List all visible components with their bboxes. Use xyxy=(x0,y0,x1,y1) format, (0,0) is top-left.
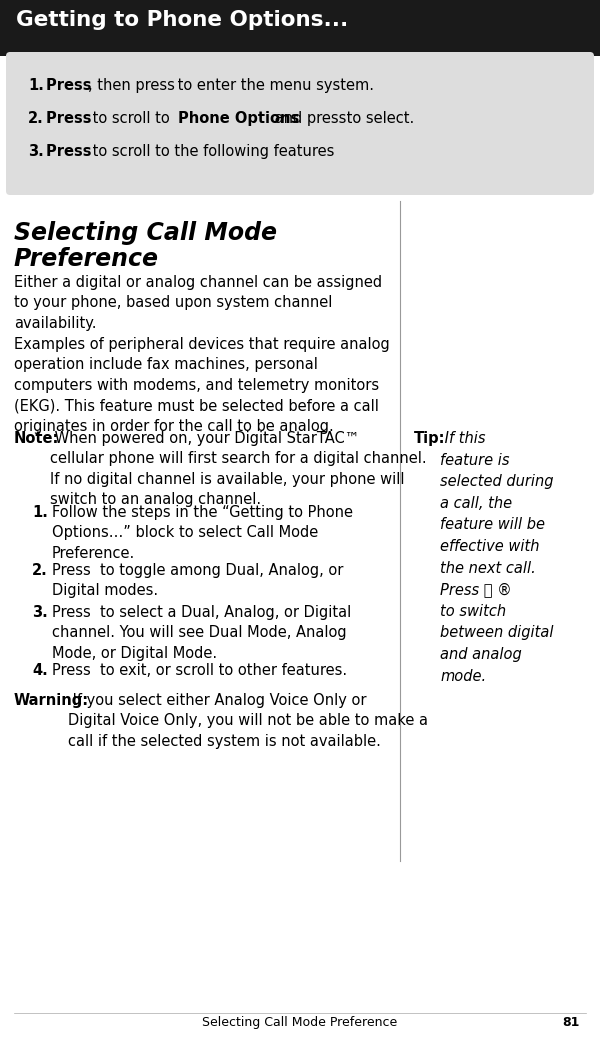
Text: Selecting Call Mode: Selecting Call Mode xyxy=(14,221,277,245)
Text: , then press: , then press xyxy=(88,78,179,92)
Text: 2.: 2. xyxy=(28,111,44,126)
Text: to select.: to select. xyxy=(342,111,414,126)
Text: Selecting Call Mode Preference: Selecting Call Mode Preference xyxy=(202,1016,398,1029)
Text: Examples of peripheral devices that require analog
operation include fax machine: Examples of peripheral devices that requ… xyxy=(14,337,390,434)
Text: Either a digital or analog channel can be assigned
to your phone, based upon sys: Either a digital or analog channel can b… xyxy=(14,275,382,331)
Text: to enter the menu system.: to enter the menu system. xyxy=(173,78,374,92)
Text: If you select either Analog Voice Only or
Digital Voice Only, you will not be ab: If you select either Analog Voice Only o… xyxy=(68,693,428,748)
Text: Press  to exit, or scroll to other features.: Press to exit, or scroll to other featur… xyxy=(52,663,347,678)
Text: 81: 81 xyxy=(563,1016,580,1029)
Text: Press  to toggle among Dual, Analog, or
Digital modes.: Press to toggle among Dual, Analog, or D… xyxy=(52,563,343,598)
Text: 2.: 2. xyxy=(32,563,48,578)
Text: Press: Press xyxy=(46,144,97,159)
Text: When powered on, your Digital StarTAC™
cellular phone will first search for a di: When powered on, your Digital StarTAC™ c… xyxy=(50,431,427,508)
Text: Follow the steps in the “Getting to Phone
Options…” block to select Call Mode
Pr: Follow the steps in the “Getting to Phon… xyxy=(52,504,353,561)
Text: 4.: 4. xyxy=(32,663,48,678)
Text: Press  to select a Dual, Analog, or Digital
channel. You will see Dual Mode, Ana: Press to select a Dual, Analog, or Digit… xyxy=(52,605,351,661)
Text: Preference: Preference xyxy=(14,247,159,271)
FancyBboxPatch shape xyxy=(6,51,594,195)
Text: If this
feature is
selected during
a call, the
feature will be
effective with
th: If this feature is selected during a cal… xyxy=(440,431,554,683)
Text: Getting to Phone Options...: Getting to Phone Options... xyxy=(16,11,348,30)
Text: Phone Options: Phone Options xyxy=(178,111,299,126)
Text: Press: Press xyxy=(46,78,97,92)
Text: Warning:: Warning: xyxy=(14,693,89,708)
Text: to scroll to: to scroll to xyxy=(88,111,175,126)
Text: Note:: Note: xyxy=(14,431,59,446)
Text: Tip:: Tip: xyxy=(414,431,445,446)
Bar xyxy=(0,0,600,56)
Text: and press: and press xyxy=(270,111,351,126)
Text: 3.: 3. xyxy=(32,605,48,620)
Text: 1.: 1. xyxy=(28,78,44,92)
Text: to scroll to the following features: to scroll to the following features xyxy=(88,144,334,159)
Text: 3.: 3. xyxy=(28,144,44,159)
Text: 1.: 1. xyxy=(32,504,48,520)
Text: Press: Press xyxy=(46,111,97,126)
